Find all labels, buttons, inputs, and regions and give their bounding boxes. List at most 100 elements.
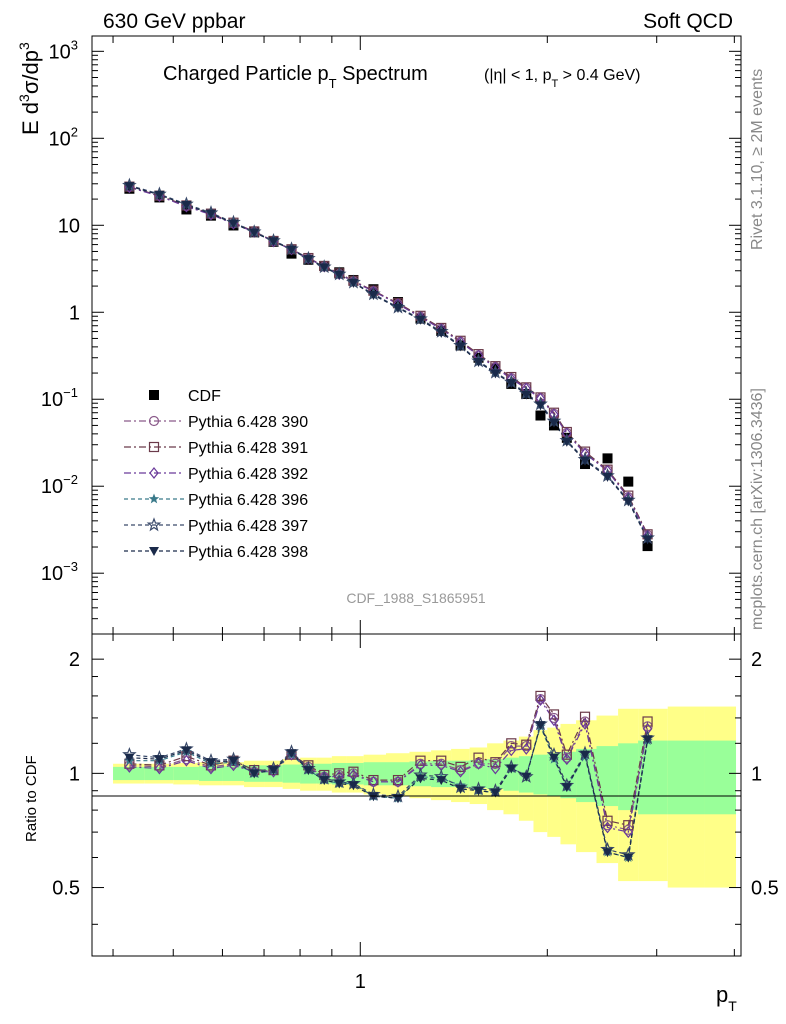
point-data — [623, 476, 634, 487]
ratio-point-p392 — [506, 744, 517, 757]
ratio-plot-frame — [91, 633, 742, 957]
series-line-p397 — [129, 184, 649, 539]
ratio-point-p398 — [642, 735, 653, 745]
ratio-point-p398 — [181, 746, 192, 756]
main-y-tick-label: 102 — [49, 124, 78, 150]
legend-label-p397: Pythia 6.428 397 — [188, 518, 308, 535]
point-p398 — [561, 437, 572, 447]
point-p398 — [535, 401, 546, 411]
band-inner-bin — [596, 746, 619, 807]
ratio-point-p391 — [642, 716, 653, 727]
point-p398 — [602, 472, 613, 482]
point-p398 — [249, 228, 260, 238]
plot-title: Charged Particle pT Spectrum — [163, 63, 428, 91]
legend-label-p398: Pythia 6.428 398 — [188, 544, 308, 561]
ratio-point-p391 — [623, 820, 634, 831]
point-p398 — [490, 369, 501, 379]
ratio-point-p391 — [535, 690, 546, 702]
ratio-point-p398 — [436, 776, 447, 786]
ratio-y-axis-label: Ratio to CDF — [23, 755, 40, 842]
legend-label-p390: Pythia 6.428 390 — [188, 414, 308, 431]
band-inner-bin — [704, 740, 737, 815]
ratio-series-lines — [129, 694, 649, 859]
legend-marker-p397 — [146, 517, 162, 532]
series-line-p396 — [129, 185, 649, 539]
ratio-y-tick-label-left: 2 — [69, 649, 80, 671]
ratio-point-p398 — [490, 788, 501, 798]
ratio-point-p398 — [205, 758, 216, 768]
ratio-point-p398 — [319, 776, 330, 786]
ratio-y-tick-label-right: 2 — [751, 649, 762, 671]
ratio-point-p398 — [228, 756, 239, 766]
ratio-point-p392 — [549, 714, 559, 727]
ratio-line-p397 — [129, 722, 649, 856]
legend: CDF Pythia 6.428 390 Pythia 6.428 391 Pythi… — [124, 388, 308, 561]
point-p398 — [205, 209, 216, 219]
main-y-axis-label: E d3σ/dp3 — [16, 42, 43, 135]
ratio-line-p398 — [129, 723, 649, 859]
series-line-p392 — [129, 186, 649, 536]
point-p398 — [473, 358, 484, 368]
ratio-point-p392 — [473, 757, 484, 770]
ratio-point-p391 — [521, 739, 532, 750]
point-p398 — [348, 278, 359, 288]
ratio-uncertainty-bands — [113, 706, 737, 888]
point-p398 — [268, 237, 279, 247]
ratio-point-p392 — [490, 762, 501, 775]
main-y-tick-label: 10−3 — [41, 559, 78, 585]
ratio-point-p398 — [506, 764, 517, 774]
ratio-point-p392 — [642, 722, 653, 735]
mcplots-label: mcplots.cern.ch [arXiv:1306.3436] — [749, 388, 766, 630]
point-p398 — [436, 328, 447, 338]
ratio-point-p392 — [562, 753, 572, 766]
ratio-point-p392 — [393, 775, 403, 788]
ratio-point-p392 — [602, 821, 613, 834]
ratio-point-p398 — [303, 766, 314, 776]
ratio-point-p391 — [602, 815, 613, 826]
legend-label-p391: Pythia 6.428 391 — [188, 440, 308, 457]
point-p398 — [506, 379, 517, 389]
main-y-tick-label: 10−2 — [41, 472, 78, 498]
ratio-y-tick-label-right: 0.5 — [751, 878, 779, 900]
point-p398 — [303, 255, 314, 265]
band-inner-bin — [547, 753, 561, 797]
ratio-point-p398 — [415, 774, 426, 784]
ratio-point-p398 — [548, 753, 559, 763]
ratio-y-tick-label-left: 0.5 — [52, 878, 80, 900]
ratio-point-p398 — [580, 750, 591, 760]
ratio-point-p398 — [348, 781, 359, 791]
ratio-point-p398 — [286, 749, 297, 759]
point-p398 — [521, 390, 532, 400]
series-line-p398 — [129, 185, 649, 540]
legend-label-p392: Pythia 6.428 392 — [188, 466, 308, 483]
band-inner-bin — [173, 766, 199, 781]
point-data — [642, 541, 653, 552]
band-inner-bin — [222, 766, 245, 781]
point-p398 — [124, 182, 135, 192]
ratio-y-tick-label-left: 1 — [69, 763, 80, 785]
ratio-point-p398 — [154, 755, 165, 765]
point-p398 — [623, 497, 634, 507]
main-series-lines — [129, 184, 649, 540]
ratio-point-p398 — [473, 786, 484, 796]
legend-marker-p390 — [148, 415, 160, 427]
x-tick-label: 1 — [355, 971, 366, 993]
ratio-point-p391 — [455, 761, 466, 772]
ratio-point-p398 — [124, 753, 135, 763]
point-p398 — [334, 270, 345, 280]
ratio-point-p398 — [521, 772, 532, 782]
main-series-markers — [122, 177, 655, 552]
ratio-point-p398 — [602, 848, 613, 858]
ratio-point-p392 — [455, 765, 466, 778]
ratio-point-p392 — [535, 694, 546, 707]
ratio-point-p391 — [392, 774, 404, 786]
plot-cut: (|η| < 1, pT > 0.4 GeV) — [484, 67, 640, 90]
ratio-point-p391 — [561, 749, 572, 760]
ratio-y-tick-label-right: 1 — [751, 763, 762, 785]
ratio-line-p390 — [129, 697, 649, 831]
point-data — [535, 410, 546, 421]
legend-marker-p396 — [148, 493, 160, 504]
band-inner-bin — [469, 759, 488, 788]
